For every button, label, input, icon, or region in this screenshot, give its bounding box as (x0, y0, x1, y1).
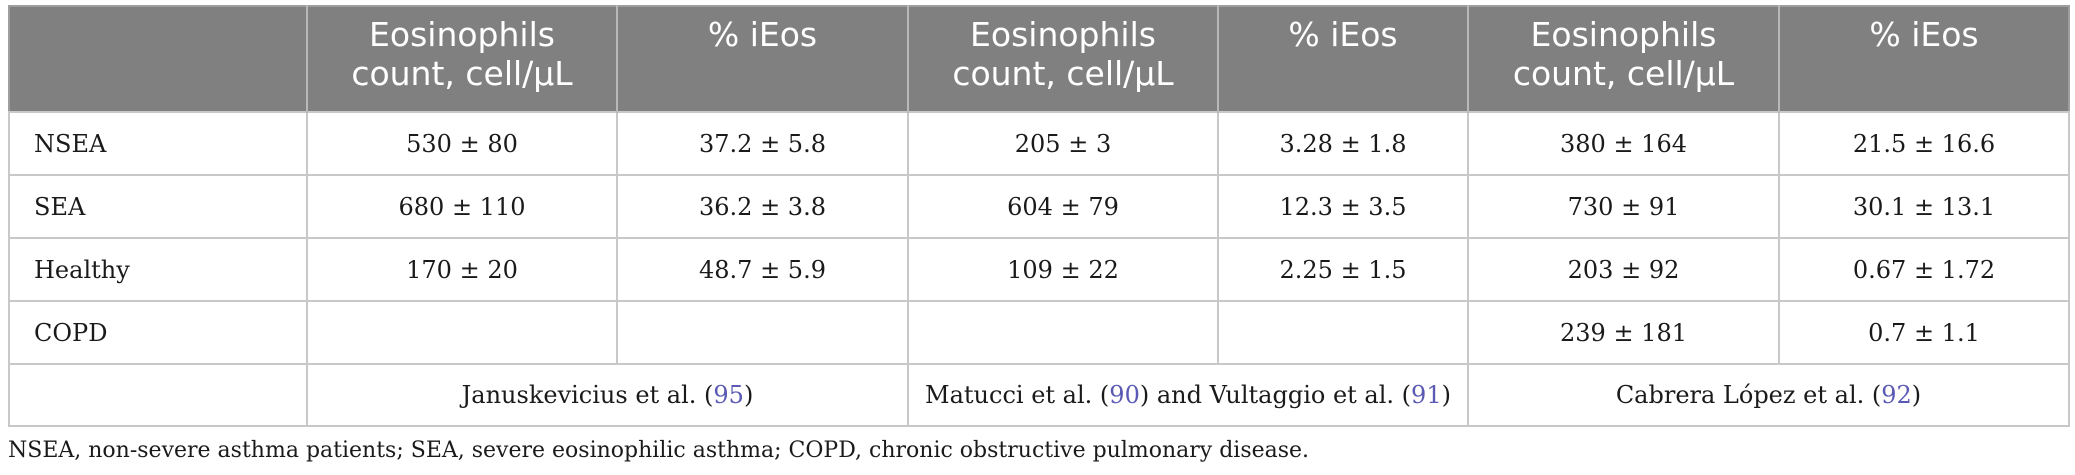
table-cell: 30.1 ± 13.1 (1778, 174, 2070, 239)
source-cell-empty (8, 363, 308, 427)
reference-link[interactable]: 90 (1109, 381, 1140, 409)
reference-link[interactable]: 92 (1881, 381, 1912, 409)
table-cell: 109 ± 22 (907, 237, 1219, 302)
table-row: COPD 239 ± 181 0.7 ± 1.1 (8, 300, 2070, 365)
reference-link[interactable]: 91 (1411, 381, 1442, 409)
table-cell: 12.3 ± 3.5 (1217, 174, 1469, 239)
table-cell (907, 300, 1219, 365)
table-cell: 36.2 ± 3.8 (616, 174, 909, 239)
source-januskevicius: Januskevicius et al. (95) (306, 363, 909, 427)
eosinophils-table: Eosinophils count, cell/µL % iEos Eosino… (8, 5, 2070, 427)
reference-link[interactable]: 95 (713, 381, 744, 409)
source-text: ) (743, 381, 754, 409)
header-cell-empty (9, 6, 308, 112)
source-text: Cabrera López et al. ( (1615, 381, 1882, 409)
table-row: SEA 680 ± 110 36.2 ± 3.8 604 ± 79 12.3 ±… (8, 174, 2070, 239)
table-cell: 530 ± 80 (306, 111, 618, 176)
source-text: Januskevicius et al. ( (461, 381, 714, 409)
header-ieos-cabrera: % iEos (1779, 6, 2069, 112)
row-label-sea: SEA (8, 174, 308, 239)
source-row: Januskevicius et al. (95) Matucci et al.… (8, 363, 2070, 427)
table-row: NSEA 530 ± 80 37.2 ± 5.8 205 ± 3 3.28 ± … (8, 111, 2070, 176)
table-cell (1217, 300, 1469, 365)
table-cell: 37.2 ± 5.8 (616, 111, 909, 176)
table-cell: 21.5 ± 16.6 (1778, 111, 2070, 176)
table-container: Eosinophils count, cell/µL % iEos Eosino… (8, 5, 2070, 427)
header-eos-count-cabrera: Eosinophils count, cell/µL (1468, 6, 1780, 112)
table-footnote: NSEA, non-severe asthma patients; SEA, s… (8, 438, 1310, 463)
table-cell: 0.7 ± 1.1 (1778, 300, 2070, 365)
source-cabrera-lopez: Cabrera López et al. (92) (1467, 363, 2070, 427)
source-matucci-vultaggio: Matucci et al. (90) and Vultaggio et al.… (907, 363, 1469, 427)
header-ieos-matucci: % iEos (1218, 6, 1469, 112)
row-label-healthy: Healthy (8, 237, 308, 302)
source-text: ) (1911, 381, 1922, 409)
table-cell: 2.25 ± 1.5 (1217, 237, 1469, 302)
table-cell: 730 ± 91 (1467, 174, 1780, 239)
header-ieos-januskevicius: % iEos (617, 6, 909, 112)
table-cell: 680 ± 110 (306, 174, 618, 239)
table-cell (616, 300, 909, 365)
source-text: Matucci et al. ( (925, 381, 1110, 409)
header-eos-count-januskevicius: Eosinophils count, cell/µL (307, 6, 618, 112)
table-cell: 380 ± 164 (1467, 111, 1780, 176)
header-eos-count-matucci: Eosinophils count, cell/µL (908, 6, 1219, 112)
table-cell (306, 300, 618, 365)
table-cell: 170 ± 20 (306, 237, 618, 302)
row-label-nsea: NSEA (8, 111, 308, 176)
table-cell: 48.7 ± 5.9 (616, 237, 909, 302)
table-cell: 203 ± 92 (1467, 237, 1780, 302)
table-cell: 0.67 ± 1.72 (1778, 237, 2070, 302)
table-cell: 3.28 ± 1.8 (1217, 111, 1469, 176)
table-cell: 239 ± 181 (1467, 300, 1780, 365)
source-text: ) (1441, 381, 1451, 409)
source-text: ) and Vultaggio et al. ( (1139, 381, 1412, 409)
header-row: Eosinophils count, cell/µL % iEos Eosino… (9, 6, 2069, 112)
table-row: Healthy 170 ± 20 48.7 ± 5.9 109 ± 22 2.2… (8, 237, 2070, 302)
table-cell: 604 ± 79 (907, 174, 1219, 239)
table-cell: 205 ± 3 (907, 111, 1219, 176)
row-label-copd: COPD (8, 300, 308, 365)
